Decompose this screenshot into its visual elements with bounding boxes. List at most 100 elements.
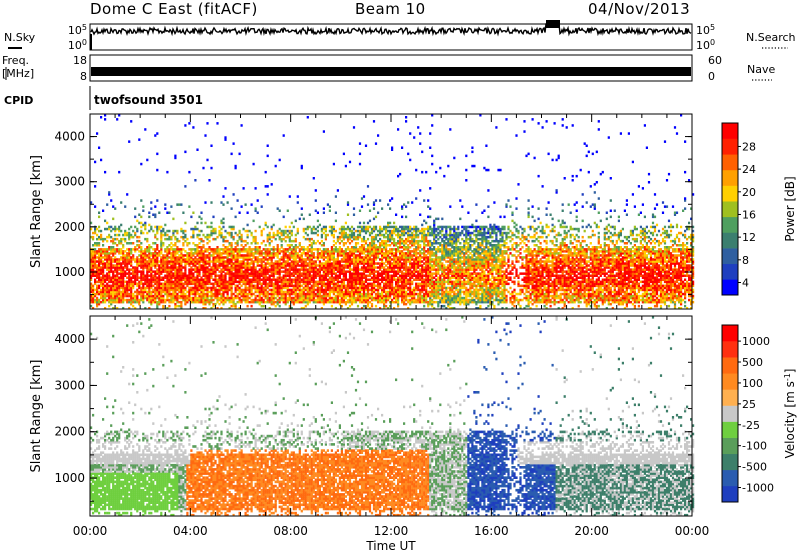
power-cell xyxy=(144,296,147,300)
power-cell xyxy=(120,262,123,265)
power-cell xyxy=(222,278,225,281)
power-cell xyxy=(182,282,185,286)
power-cell xyxy=(94,262,97,265)
power-cell xyxy=(236,280,239,284)
power-cell xyxy=(122,284,125,288)
power-cell xyxy=(379,225,382,229)
power-cell xyxy=(202,233,205,237)
power-cell xyxy=(342,290,345,294)
power-cell xyxy=(184,239,187,243)
power-cell xyxy=(236,244,239,247)
power-cell xyxy=(360,237,364,241)
power-cell xyxy=(332,162,335,166)
power-cell xyxy=(120,298,123,302)
power-cell xyxy=(374,274,378,277)
power-cell xyxy=(120,242,123,245)
power-cell xyxy=(132,300,135,304)
power-cell xyxy=(120,286,123,290)
power-cell xyxy=(234,272,237,275)
power-cell xyxy=(112,227,115,231)
power-cell xyxy=(100,278,103,281)
power-cell xyxy=(124,233,127,237)
power-cell xyxy=(164,290,167,294)
power-cell xyxy=(381,239,384,243)
power-cell xyxy=(208,260,211,263)
power-cell xyxy=(228,298,231,302)
power-cell xyxy=(204,201,207,204)
power-cell xyxy=(148,286,151,290)
power-cell xyxy=(202,288,205,292)
power-cell xyxy=(192,248,195,251)
power-cell xyxy=(318,223,321,227)
power-cell xyxy=(106,298,109,302)
power-cell xyxy=(230,286,233,290)
power-cell xyxy=(210,298,213,302)
power-cell xyxy=(152,258,155,261)
power-cell xyxy=(399,233,402,237)
power-cell xyxy=(138,239,141,243)
power-cell xyxy=(98,215,101,219)
power-cell xyxy=(328,229,331,233)
power-cell xyxy=(256,270,259,273)
power-cell xyxy=(200,292,203,296)
power-cell xyxy=(352,213,356,216)
power-cell xyxy=(214,286,217,290)
power-cell xyxy=(360,256,364,259)
power-cell xyxy=(154,280,157,284)
power-cell xyxy=(196,286,199,290)
power-cell xyxy=(204,300,207,304)
power-cell xyxy=(196,254,199,257)
power-cell xyxy=(204,134,207,137)
power-cell xyxy=(266,233,269,237)
power-cell xyxy=(397,246,400,249)
power-cell xyxy=(198,254,201,257)
power-cell xyxy=(96,227,99,231)
power-cell xyxy=(274,233,277,237)
power-cell xyxy=(222,292,225,296)
power-cell xyxy=(192,288,195,292)
power-cell xyxy=(214,262,217,265)
power-cell xyxy=(220,252,223,255)
power-cell xyxy=(166,268,169,271)
power-cell xyxy=(202,260,205,263)
power-cell xyxy=(198,282,201,286)
power-cell xyxy=(92,296,95,300)
power-cell xyxy=(140,229,143,233)
power-cell xyxy=(176,286,179,290)
power-cell xyxy=(274,237,277,241)
power-cell xyxy=(184,288,187,292)
power-cell xyxy=(304,248,307,251)
power-cell xyxy=(144,280,147,284)
power-cell xyxy=(108,227,111,231)
power-cell xyxy=(130,120,133,123)
nave-tick-top: 60 xyxy=(708,54,722,67)
power-cell xyxy=(108,225,111,229)
power-cell xyxy=(276,260,279,263)
power-cell xyxy=(160,250,163,253)
power-cell xyxy=(184,294,187,298)
power-cell xyxy=(114,248,117,251)
power-cell xyxy=(130,262,133,265)
power-cell xyxy=(112,237,115,241)
power-cell xyxy=(224,288,227,292)
power-cell xyxy=(383,282,386,286)
power-cell xyxy=(114,256,117,259)
power-cell xyxy=(192,268,195,271)
power-cell xyxy=(276,244,279,247)
power-cell xyxy=(172,268,175,271)
power-cell xyxy=(403,272,406,275)
power-cell xyxy=(144,307,147,310)
power-cell xyxy=(122,266,125,269)
power-cell xyxy=(403,203,406,206)
power-cell xyxy=(192,280,195,284)
power-cell xyxy=(362,280,366,284)
power-cell xyxy=(202,278,205,281)
power-cell xyxy=(282,290,285,294)
power-cell xyxy=(126,288,129,292)
power-cell xyxy=(156,256,159,259)
power-cell xyxy=(166,290,169,294)
power-cell xyxy=(210,166,213,170)
power-cell xyxy=(234,290,237,294)
power-cell xyxy=(100,300,103,304)
power-cell xyxy=(272,231,275,235)
